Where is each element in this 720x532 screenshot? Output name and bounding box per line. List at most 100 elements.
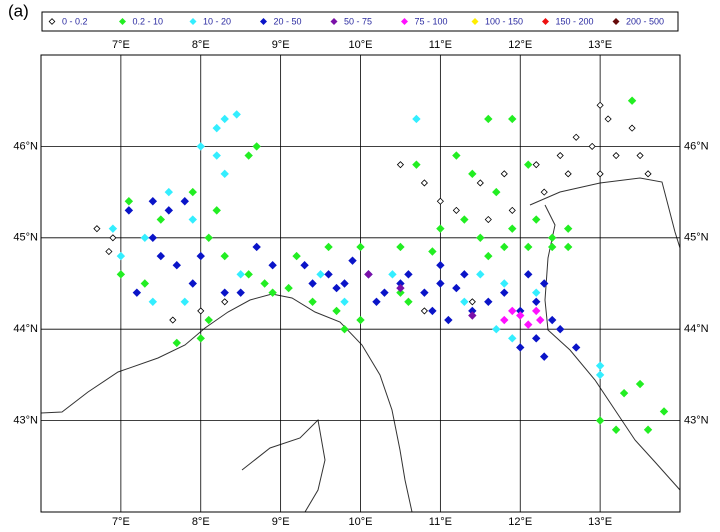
legend-label: 0 - 0.2 [62, 16, 88, 26]
y-tick-label: 43°N [684, 415, 709, 427]
station-point [636, 151, 644, 160]
station-point [556, 151, 564, 160]
legend-label: 10 - 20 [203, 16, 231, 26]
station-point [180, 197, 189, 206]
station-point [268, 288, 277, 297]
station-point [252, 142, 261, 151]
legend: 0 - 0.2 0.2 - 10 10 - 20 20 - 50 50 - 75 75 -… [48, 16, 664, 26]
station-point [628, 124, 636, 132]
legend-label: 200 - 500 [626, 16, 664, 26]
station-point [196, 142, 205, 151]
station-point [356, 242, 365, 252]
station-point [197, 307, 205, 315]
station-point [93, 225, 101, 233]
station-point [508, 334, 517, 343]
station-point [595, 361, 605, 370]
station-point [372, 297, 381, 306]
legend-marker [401, 18, 408, 25]
station-point [404, 297, 413, 306]
station-point [284, 283, 293, 293]
station-point [532, 161, 540, 169]
station-point [468, 306, 477, 316]
station-point [643, 425, 653, 434]
station-point [452, 283, 461, 293]
station-point [596, 170, 604, 178]
station-point [169, 316, 177, 324]
station-point [572, 133, 580, 141]
y-tick-label: 45°N [13, 232, 38, 244]
legend-marker [48, 18, 56, 25]
legend-marker [542, 18, 549, 25]
station-point [436, 261, 445, 270]
station-point [204, 315, 213, 325]
station-point [268, 261, 277, 270]
legend-label: 50 - 75 [344, 16, 372, 26]
station-point [524, 160, 533, 169]
panel-label: (a) [8, 1, 29, 20]
station-point [595, 370, 605, 380]
legend-marker [189, 18, 197, 25]
station-point [116, 251, 126, 261]
station-point [204, 233, 213, 242]
station-point [252, 242, 261, 252]
station-point [412, 160, 421, 169]
y-tick-label: 43°N [13, 415, 38, 427]
legend-marker [471, 18, 479, 25]
station-point [220, 251, 229, 261]
station-point [148, 197, 158, 206]
station-point [532, 297, 541, 306]
station-point [635, 379, 645, 389]
station-point [404, 270, 413, 279]
station-point [172, 338, 181, 348]
legend-label: 75 - 100 [415, 16, 448, 26]
x-tick-label: 8°E [192, 516, 210, 528]
station-point [468, 298, 476, 306]
station-point [396, 161, 405, 169]
station-point [244, 151, 253, 160]
station-point [428, 247, 437, 256]
station-point [532, 334, 541, 343]
station-point [524, 242, 533, 252]
station-point [619, 388, 629, 398]
station-point [540, 279, 549, 288]
station-point [124, 197, 134, 206]
station-point [260, 279, 269, 288]
station-point [436, 279, 445, 288]
station-point [332, 283, 341, 293]
station-point [124, 206, 134, 215]
station-point [548, 315, 557, 325]
station-point [148, 233, 158, 242]
station-point [627, 96, 637, 105]
station-point [396, 279, 405, 288]
station-point [164, 206, 173, 215]
station-point [588, 142, 596, 150]
station-point [196, 251, 205, 261]
x-tick-label: 11°E [429, 39, 452, 51]
station-point [524, 320, 533, 329]
station-point [563, 224, 573, 233]
station-point [532, 288, 541, 297]
station-point [212, 123, 221, 133]
legend-label: 0.2 - 10 [133, 16, 164, 26]
station-point [564, 170, 572, 178]
station-point [148, 297, 158, 306]
station-point [236, 288, 245, 297]
legend-marker [330, 18, 338, 25]
station-point [436, 197, 444, 205]
station-point [659, 407, 669, 416]
station-point [596, 101, 604, 109]
station-point [140, 279, 150, 288]
station-point [220, 114, 229, 124]
station-point [524, 270, 533, 279]
station-point [232, 110, 241, 119]
x-tick-label: 8°E [192, 39, 210, 51]
station-point [308, 297, 317, 306]
station-point [188, 279, 197, 288]
station-point [500, 315, 509, 325]
station-point [500, 279, 509, 288]
station-point [444, 315, 453, 325]
station-point [484, 215, 492, 224]
y-tick-label: 46°N [684, 140, 709, 152]
legend-marker [119, 18, 126, 25]
station-point [611, 425, 621, 434]
